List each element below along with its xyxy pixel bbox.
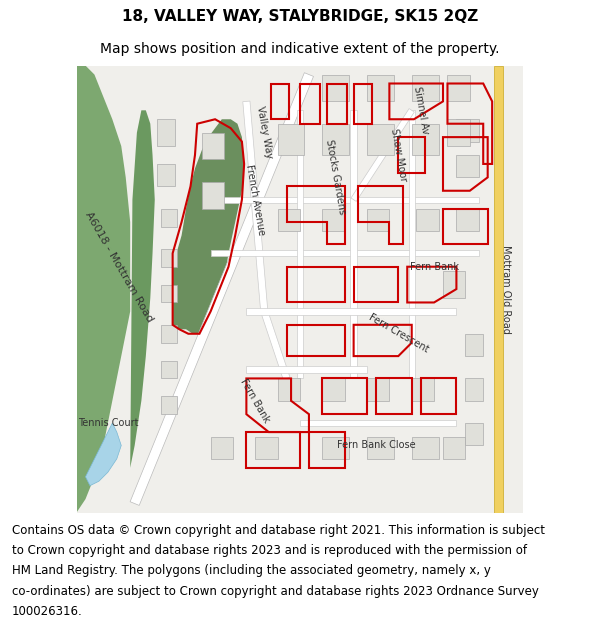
Bar xyxy=(157,164,175,186)
Bar xyxy=(367,436,394,459)
Bar xyxy=(412,378,434,401)
Polygon shape xyxy=(494,66,503,512)
Polygon shape xyxy=(247,308,457,314)
Bar xyxy=(278,209,300,231)
Bar xyxy=(322,378,344,401)
Polygon shape xyxy=(409,110,415,378)
Text: 100026316.: 100026316. xyxy=(12,605,83,618)
Text: Fern Bank Close: Fern Bank Close xyxy=(337,441,415,451)
Bar xyxy=(367,209,389,231)
Bar xyxy=(322,74,349,101)
Bar xyxy=(443,436,466,459)
Bar xyxy=(161,396,177,414)
Text: Tennis Court: Tennis Court xyxy=(77,418,138,428)
Bar xyxy=(457,119,479,142)
Text: Shaw Moor: Shaw Moor xyxy=(389,127,408,182)
Bar xyxy=(278,124,304,155)
Text: to Crown copyright and database rights 2023 and is reproduced with the permissio: to Crown copyright and database rights 2… xyxy=(12,544,527,557)
Text: Map shows position and indicative extent of the property.: Map shows position and indicative extent… xyxy=(100,42,500,56)
Bar xyxy=(416,209,439,231)
Bar xyxy=(412,74,439,101)
Bar xyxy=(443,271,466,298)
Polygon shape xyxy=(77,66,130,512)
Bar xyxy=(322,209,344,231)
Bar xyxy=(466,378,483,401)
Bar xyxy=(466,334,483,356)
Text: A6018 - Mottram Road: A6018 - Mottram Road xyxy=(83,210,155,324)
Polygon shape xyxy=(173,119,244,334)
Bar xyxy=(457,155,479,178)
Text: Fern Bank: Fern Bank xyxy=(239,377,272,424)
Bar xyxy=(322,436,349,459)
Bar xyxy=(211,436,233,459)
Bar xyxy=(448,74,470,101)
Polygon shape xyxy=(297,110,303,378)
Polygon shape xyxy=(130,72,313,506)
Bar xyxy=(367,378,389,401)
Text: Mottram Old Road: Mottram Old Road xyxy=(500,244,511,334)
Text: Contains OS data © Crown copyright and database right 2021. This information is : Contains OS data © Crown copyright and d… xyxy=(12,524,545,537)
Bar xyxy=(161,284,177,302)
Bar xyxy=(161,361,177,378)
Text: Simnel Av: Simnel Av xyxy=(412,86,430,135)
Bar xyxy=(367,124,394,155)
Bar xyxy=(367,74,394,101)
Polygon shape xyxy=(130,110,155,468)
Text: 18, VALLEY WAY, STALYBRIDGE, SK15 2QZ: 18, VALLEY WAY, STALYBRIDGE, SK15 2QZ xyxy=(122,9,478,24)
Polygon shape xyxy=(211,196,479,203)
Bar xyxy=(412,436,439,459)
Text: Fern Crescent: Fern Crescent xyxy=(367,312,430,355)
Bar xyxy=(202,132,224,159)
Polygon shape xyxy=(300,420,457,426)
Bar xyxy=(161,249,177,267)
Text: Fern Bank: Fern Bank xyxy=(410,262,458,272)
Bar xyxy=(457,209,479,231)
Polygon shape xyxy=(351,109,415,201)
Polygon shape xyxy=(350,110,357,378)
Bar xyxy=(412,124,439,155)
Bar xyxy=(256,436,278,459)
Text: Valley Way: Valley Way xyxy=(255,106,274,159)
Polygon shape xyxy=(247,366,367,372)
Text: co-ordinates) are subject to Crown copyright and database rights 2023 Ordnance S: co-ordinates) are subject to Crown copyr… xyxy=(12,584,539,598)
Polygon shape xyxy=(243,101,268,312)
Text: French Avenue: French Avenue xyxy=(244,163,266,236)
Bar xyxy=(161,209,177,226)
Bar xyxy=(322,124,349,155)
Bar xyxy=(157,119,175,146)
Bar xyxy=(202,182,224,209)
Bar xyxy=(278,378,300,401)
Bar xyxy=(448,119,470,146)
Polygon shape xyxy=(85,423,121,486)
Polygon shape xyxy=(261,310,290,379)
Bar xyxy=(161,325,177,342)
Bar xyxy=(466,423,483,446)
Text: Stocks Gardens: Stocks Gardens xyxy=(324,139,347,216)
Text: HM Land Registry. The polygons (including the associated geometry, namely x, y: HM Land Registry. The polygons (includin… xyxy=(12,564,491,578)
Polygon shape xyxy=(211,250,479,256)
